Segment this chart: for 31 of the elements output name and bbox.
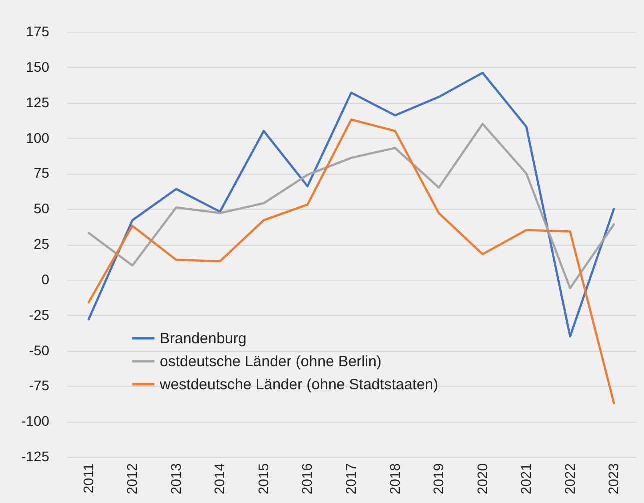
y-tick-label: -25 <box>29 306 50 323</box>
x-tick-label: 2021 <box>518 463 534 495</box>
x-tick-label: 2015 <box>255 463 272 495</box>
x-tick-label: 2014 <box>212 463 228 495</box>
line-series <box>88 118 616 404</box>
y-tick-label: 100 <box>26 130 50 146</box>
y-tick-label: 125 <box>26 94 50 110</box>
y-tick-label: 175 <box>26 24 50 40</box>
y-tick-label: -75 <box>29 378 50 394</box>
x-tick-label: 2019 <box>430 463 447 495</box>
y-tick-label: 25 <box>34 236 50 252</box>
line-series <box>88 122 616 290</box>
y-tick-label: -50 <box>29 342 50 358</box>
y-tick-label: 50 <box>34 200 50 217</box>
x-tick-label: 2023 <box>606 463 622 495</box>
x-tick-label: 2012 <box>124 463 140 495</box>
y-tick-label: -125 <box>21 448 50 464</box>
x-tick-label: 2017 <box>343 463 359 495</box>
x-tick-label: 2018 <box>386 463 403 495</box>
x-tick-label: 2011 <box>80 463 96 494</box>
y-tick-label: -100 <box>21 413 50 430</box>
y-tick-label: 75 <box>34 165 50 182</box>
y-tick-label: 150 <box>26 58 50 75</box>
legend-label: Brandenburg <box>160 330 247 348</box>
x-tick-label: 2022 <box>562 463 578 495</box>
legend-label: westdeutsche Länder (ohne Stadtstaaten) <box>159 376 439 394</box>
x-tick-label: 2013 <box>168 463 184 495</box>
x-tick-label: 2016 <box>299 463 316 495</box>
x-tick-label: 2020 <box>474 463 490 495</box>
y-tick-label: 0 <box>42 271 50 288</box>
legend-label: ostdeutsche Länder (ohne Berlin) <box>160 354 382 370</box>
